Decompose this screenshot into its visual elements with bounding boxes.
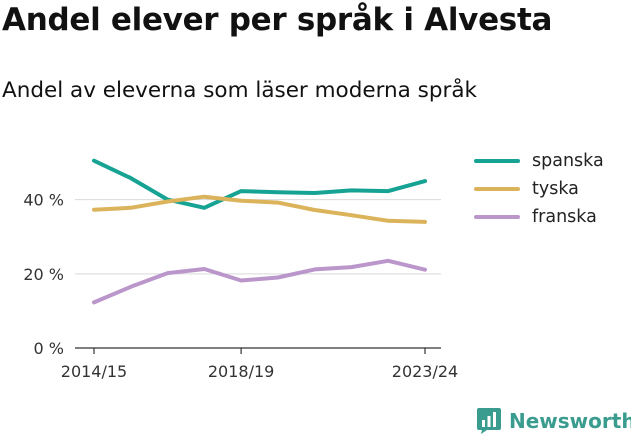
chart-subtitle: Andel av eleverna som läser moderna språ… — [2, 78, 477, 103]
series-line-spanska — [92, 158, 427, 210]
y-tick-label: 0 % — [34, 339, 64, 358]
series-line-franska — [92, 258, 427, 305]
legend-label: tyska — [532, 179, 579, 199]
legend-label: spanska — [532, 151, 604, 171]
legend-swatch — [474, 215, 520, 219]
legend-item-tyska: tyska — [474, 175, 604, 203]
legend-swatch — [474, 187, 520, 191]
brand-logo: Newsworthy — [476, 407, 631, 435]
legend-item-franska: franska — [474, 203, 604, 231]
series-line-tyska — [92, 194, 427, 224]
y-tick-label: 40 % — [23, 191, 64, 210]
chart-legend: spanska tyska franska — [474, 147, 604, 231]
x-tick-label: 2014/15 — [61, 362, 127, 381]
legend-swatch — [474, 159, 520, 163]
x-tick-label: 2023/24 — [392, 362, 458, 381]
y-tick-label: 20 % — [23, 265, 64, 284]
x-tick-label: 2018/19 — [208, 362, 274, 381]
legend-item-spanska: spanska — [474, 147, 604, 175]
chart-title: Andel elever per språk i Alvesta — [2, 2, 553, 38]
brand-name: Newsworthy — [509, 409, 631, 433]
legend-label: franska — [532, 207, 597, 227]
newsworthy-logo-icon — [477, 408, 501, 434]
